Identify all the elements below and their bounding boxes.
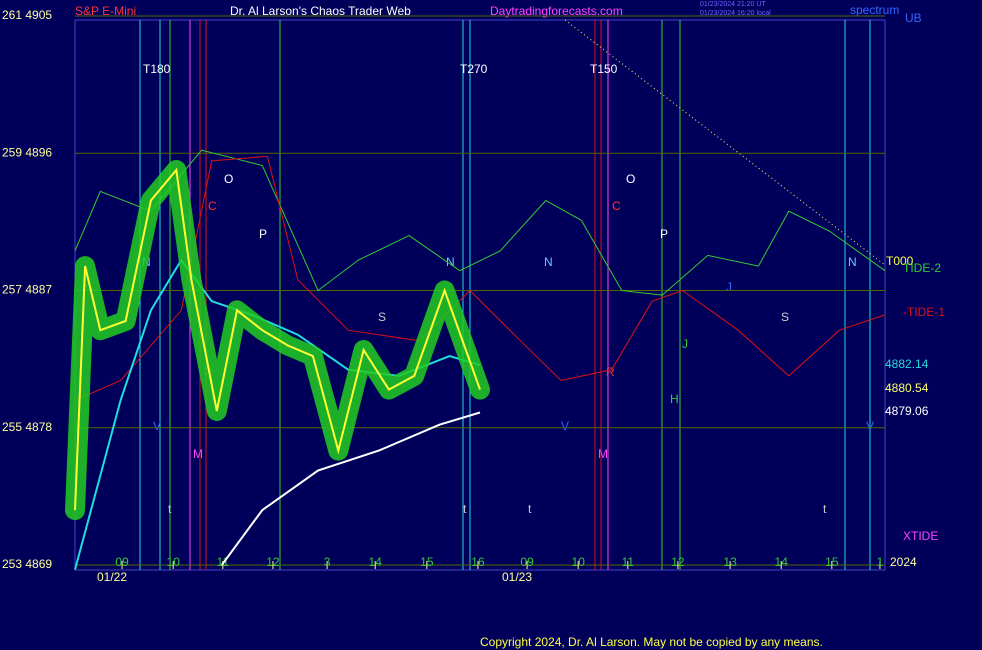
x-tick-label: 3 bbox=[324, 555, 331, 569]
last-value: 4882.14 bbox=[885, 357, 929, 371]
x-tick-label: 12 bbox=[671, 555, 685, 569]
x-tick-label: 09 bbox=[520, 555, 534, 569]
trend-line bbox=[564, 19, 886, 266]
series-line bbox=[74, 149, 886, 296]
x-tick-label: 10 bbox=[167, 555, 181, 569]
x-tick-label: 10 bbox=[572, 555, 586, 569]
marker: V bbox=[153, 419, 161, 433]
marker: S bbox=[378, 310, 386, 324]
marker: H bbox=[670, 392, 679, 406]
x-tick-label: 15 bbox=[825, 555, 839, 569]
spectrum: spectrum bbox=[850, 3, 899, 17]
last-value: 4880.54 bbox=[885, 381, 929, 395]
date: 01/23 bbox=[502, 570, 532, 584]
marker: t bbox=[528, 502, 532, 516]
marker: N bbox=[544, 255, 553, 269]
marker: O bbox=[224, 172, 233, 186]
x-tick-label: 14 bbox=[775, 555, 789, 569]
series-line bbox=[74, 167, 481, 511]
x-tick-label: 14 bbox=[369, 555, 383, 569]
date: 2024 bbox=[890, 555, 917, 569]
x-tick-label: 09 bbox=[115, 555, 129, 569]
site: Daytradingforecasts.com bbox=[490, 4, 623, 18]
date: 01/22 bbox=[97, 570, 127, 584]
subtitle: S&P E-Mini bbox=[75, 4, 136, 18]
marker: N bbox=[446, 255, 455, 269]
x-tick-label: 13 bbox=[723, 555, 737, 569]
y-tick-label: 255 4878 bbox=[2, 420, 52, 434]
y-tick-label: 253 4869 bbox=[2, 557, 52, 571]
cycle-label: T000 bbox=[886, 254, 914, 268]
cycle-label: XTIDE bbox=[903, 529, 938, 543]
marker: t bbox=[823, 502, 827, 516]
cycle-label: T270 bbox=[460, 62, 488, 76]
series-name: -TIDE-1 bbox=[903, 305, 945, 319]
x-tick-label: 12 bbox=[266, 555, 280, 569]
marker: P bbox=[259, 227, 267, 241]
series-name: TIDE-2 bbox=[903, 261, 941, 275]
copyright: Copyright 2024, Dr. Al Larson. May not b… bbox=[480, 635, 823, 649]
marker: V bbox=[561, 419, 569, 433]
marker: J bbox=[682, 337, 688, 351]
cycle-label: T180 bbox=[143, 62, 171, 76]
x-tick-label: 1 bbox=[877, 555, 884, 569]
series-line bbox=[74, 155, 886, 401]
marker: t bbox=[463, 502, 467, 516]
y-tick-label: 259 4896 bbox=[2, 145, 52, 159]
stamp: 01/23/2024 21:20 UT bbox=[700, 1, 766, 8]
marker: P bbox=[660, 227, 668, 241]
marker: t bbox=[168, 502, 172, 516]
marker: V bbox=[866, 419, 874, 433]
marker: M bbox=[598, 447, 608, 461]
marker: S bbox=[781, 310, 789, 324]
chart-title: Dr. Al Larson's Chaos Trader Web bbox=[230, 4, 411, 18]
marker: N bbox=[848, 255, 857, 269]
y-tick-label: 257 4887 bbox=[2, 283, 52, 297]
marker: O bbox=[626, 172, 635, 186]
marker: C bbox=[208, 199, 217, 213]
ub: UB bbox=[905, 11, 922, 25]
x-tick-label: 11 bbox=[622, 555, 635, 569]
marker: C bbox=[612, 199, 621, 213]
x-tick-label: 15 bbox=[420, 555, 434, 569]
y-tick-label: 261 4905 bbox=[2, 8, 52, 22]
marker: J bbox=[726, 280, 732, 294]
marker: M bbox=[193, 447, 203, 461]
cycle-lines bbox=[139, 20, 871, 570]
cycle-label: T150 bbox=[590, 62, 618, 76]
stamp: 01/23/2024 16:20 local bbox=[700, 10, 771, 17]
x-tick-label: 16 bbox=[471, 555, 485, 569]
series-line bbox=[220, 411, 481, 566]
last-value: 4879.06 bbox=[885, 404, 929, 418]
marker: R bbox=[606, 365, 615, 379]
